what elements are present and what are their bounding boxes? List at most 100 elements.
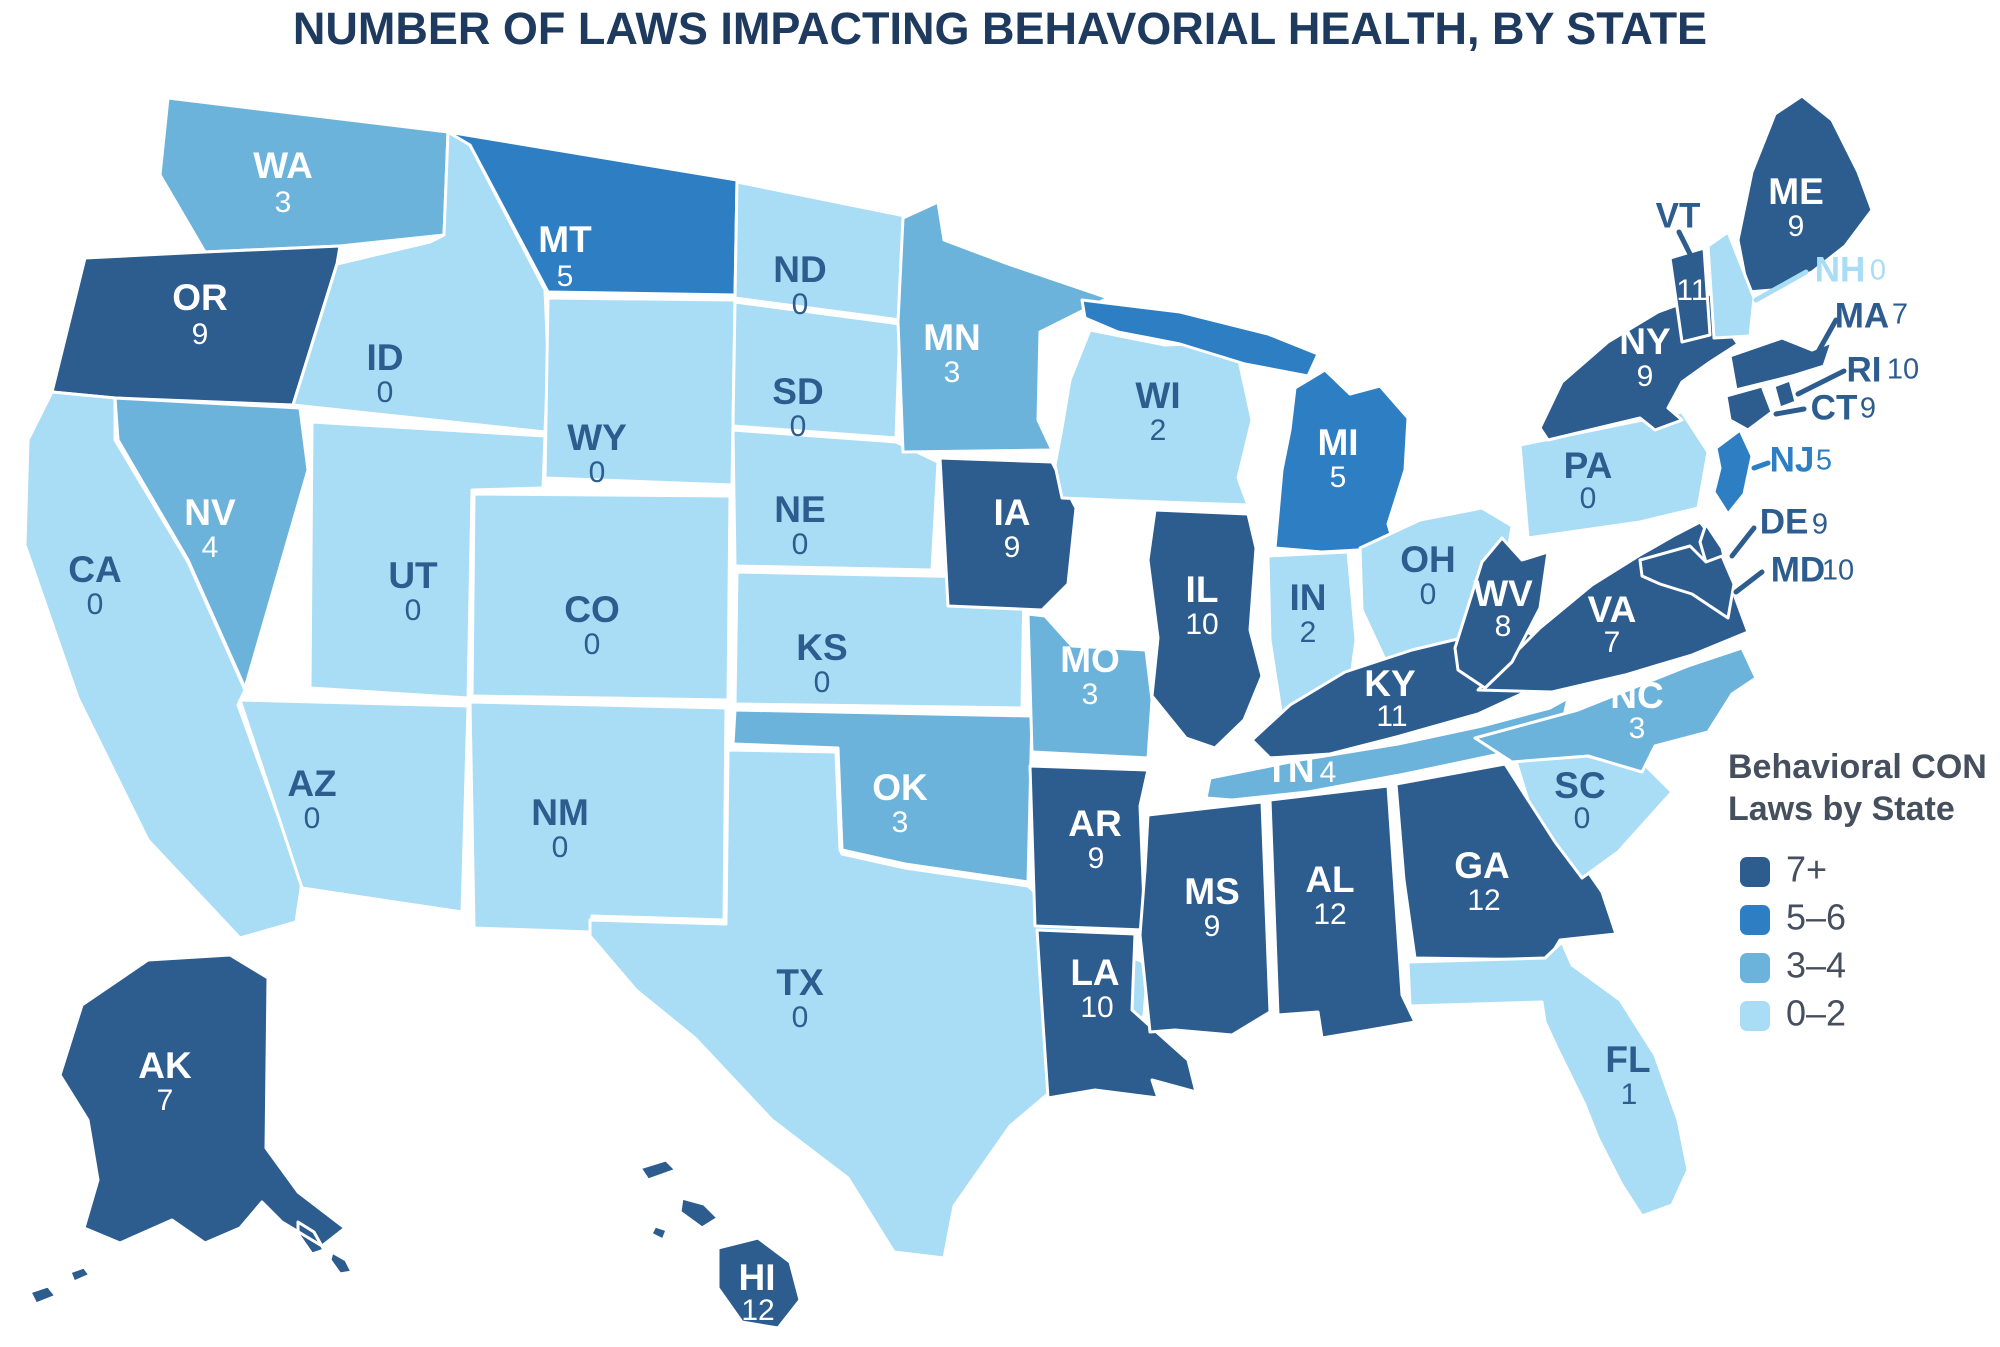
state-value-ny: 9	[1637, 360, 1654, 393]
state-label-mn: MN	[923, 317, 981, 358]
state-sd	[731, 300, 902, 440]
state-value-me: 9	[1788, 210, 1805, 243]
leader-ct	[1773, 406, 1807, 417]
us-map: WA 3 OR 9 CA 0 ID 0 NV 4 UT 0 AZ 0 MT 5 …	[23, 94, 1919, 1330]
state-me	[1736, 94, 1874, 294]
state-label-vt: VT	[1656, 196, 1701, 235]
state-label-tn: TN	[1265, 749, 1314, 790]
state-value-ca: 0	[87, 588, 104, 621]
state-nm	[468, 700, 728, 934]
state-label-ia: IA	[994, 492, 1031, 533]
state-label-ga: GA	[1454, 845, 1510, 886]
state-label-il: IL	[1186, 569, 1219, 610]
state-label-ok: OK	[872, 767, 928, 808]
state-value-ok: 3	[892, 806, 909, 839]
legend-swatch-5-6	[1740, 905, 1770, 935]
leader-md	[1733, 569, 1765, 595]
state-label-nj: NJ	[1770, 440, 1815, 479]
state-value-id: 0	[377, 376, 394, 409]
legend-swatch-7plus	[1740, 857, 1770, 887]
state-label-tx: TX	[776, 962, 824, 1003]
state-value-ks: 0	[814, 666, 831, 699]
state-value-ri: 10	[1887, 354, 1919, 386]
state-value-sc: 0	[1574, 802, 1591, 835]
legend-swatch-3-4	[1740, 953, 1770, 983]
state-value-il: 10	[1185, 608, 1218, 641]
state-nv	[113, 396, 310, 690]
state-label-ar: AR	[1068, 803, 1121, 844]
state-value-vt: 11	[1676, 274, 1707, 307]
state-label-or: OR	[172, 277, 228, 318]
legend-title-line1: Behavioral CON	[1728, 748, 1987, 786]
state-label-al: AL	[1305, 859, 1354, 900]
state-value-md: 10	[1822, 555, 1854, 587]
leader-ri	[1795, 368, 1847, 397]
state-label-nm: NM	[531, 792, 589, 833]
state-value-ma: 7	[1892, 299, 1908, 331]
state-value-ne: 0	[792, 528, 809, 561]
state-value-ia: 9	[1004, 531, 1021, 564]
state-label-ca: CA	[68, 549, 121, 590]
state-label-wy: WY	[567, 417, 627, 458]
state-label-sd: SD	[772, 371, 823, 412]
state-value-az: 0	[304, 802, 321, 835]
state-ca	[23, 390, 304, 940]
state-label-nc: NC	[1610, 675, 1663, 716]
state-label-me: ME	[1768, 171, 1824, 212]
state-value-va: 7	[1604, 626, 1621, 659]
state-value-in: 2	[1300, 616, 1317, 649]
state-value-mo: 3	[1082, 678, 1099, 711]
state-value-mt: 5	[557, 260, 574, 293]
state-label-mi: MI	[1317, 422, 1358, 463]
state-value-ut: 0	[405, 594, 422, 627]
map-title: NUMBER OF LAWS IMPACTING BEHAVORIAL HEAL…	[293, 3, 1707, 54]
state-label-va: VA	[1588, 589, 1637, 630]
state-value-co: 0	[584, 628, 601, 661]
state-value-nv: 4	[202, 531, 219, 564]
state-value-ms: 9	[1204, 910, 1221, 943]
state-label-ky: KY	[1364, 663, 1416, 704]
state-label-ak: AK	[138, 1045, 192, 1086]
state-value-oh: 0	[1420, 578, 1437, 611]
state-label-ut: UT	[388, 555, 438, 596]
state-ak	[28, 953, 354, 1306]
state-value-al: 12	[1313, 898, 1346, 931]
state-value-ar: 9	[1088, 842, 1105, 875]
leader-vt	[1676, 229, 1694, 259]
state-value-sd: 0	[790, 410, 807, 443]
state-value-tx: 0	[792, 1001, 809, 1034]
state-label-hi: HI	[739, 1257, 776, 1298]
state-label-ms: MS	[1184, 871, 1240, 912]
legend-title-line2: Laws by State	[1728, 790, 1955, 828]
legend-label-3-4: 3–4	[1786, 945, 1846, 986]
state-mn	[896, 200, 1110, 454]
legend-swatch-0-2	[1740, 1001, 1770, 1031]
state-label-mt: MT	[538, 219, 592, 260]
state-il	[1146, 508, 1264, 750]
state-ia	[938, 456, 1078, 612]
state-hi	[638, 1158, 802, 1330]
state-value-mn: 3	[944, 356, 961, 389]
state-az	[238, 698, 470, 914]
state-label-in: IN	[1290, 577, 1327, 618]
leader-nh	[1753, 269, 1809, 303]
state-vt	[1668, 246, 1712, 344]
state-label-la: LA	[1070, 952, 1119, 993]
state-label-co: CO	[564, 589, 620, 630]
state-value-nc: 3	[1629, 712, 1646, 745]
state-value-wy: 0	[589, 456, 606, 489]
state-label-wa: WA	[253, 145, 313, 186]
state-value-ga: 12	[1467, 884, 1500, 917]
state-nc	[1473, 646, 1758, 774]
legend: Behavioral CON Laws by State 7+ 5–6 3–4 …	[1728, 748, 1987, 1034]
state-value-nm: 0	[552, 831, 569, 864]
state-value-mi: 5	[1330, 461, 1347, 494]
state-value-wi: 2	[1150, 414, 1167, 447]
state-label-ct: CT	[1811, 388, 1858, 427]
state-value-nd: 0	[792, 288, 809, 321]
state-al	[1268, 784, 1417, 1040]
state-label-az: AZ	[287, 763, 336, 804]
state-ms	[1138, 800, 1272, 1037]
state-ga	[1394, 762, 1618, 962]
state-value-wv: 8	[1495, 610, 1512, 643]
